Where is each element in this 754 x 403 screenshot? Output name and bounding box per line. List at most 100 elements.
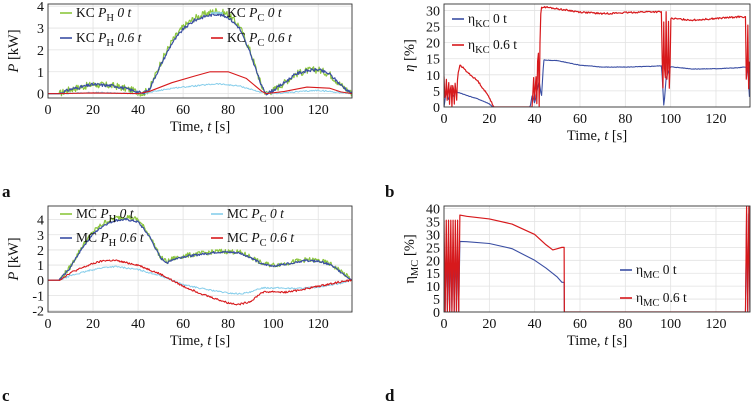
y-axis-label: η [%] [402, 39, 418, 72]
x-tick-label: 100 [660, 317, 681, 332]
legend-text: MC PC 0 t [227, 206, 285, 225]
axes-frame-b [443, 3, 751, 108]
legend-text: ηMC 0 t [636, 262, 677, 281]
y-tick-label: 0 [37, 274, 44, 289]
x-tick-label: 20 [86, 317, 100, 332]
x-tick-label: 100 [263, 103, 284, 118]
y-tick-label: 5 [433, 85, 440, 100]
y-tick-label: 1 [37, 259, 44, 274]
x-tick-label: 120 [706, 112, 727, 127]
legend-item-a-2: KC PH 0.6 t [60, 30, 143, 49]
x-tick-label: 120 [706, 317, 727, 332]
legend-text: KC PC 0.6 t [227, 30, 293, 49]
y-tick-label: 30 [426, 4, 440, 19]
y-tick-label: 15 [426, 267, 440, 282]
x-tick-label: 40 [131, 317, 145, 332]
y-axis-label: P [kW] [6, 237, 22, 281]
x-tick-label: 80 [618, 317, 632, 332]
chart-a: 0 20 40 60 80 100 120 0 1 2 3 4 Time, t [s] P [kW] KC … [6, 0, 353, 135]
x-tick-label: 60 [573, 112, 587, 127]
panel-label-c: c [2, 386, 10, 403]
y-tick-label: 10 [426, 69, 440, 84]
legend-text: MC PH 0 t [76, 206, 135, 225]
y-tick-label: 3 [37, 229, 44, 244]
legend-item-c-1: MC PC 0 t [211, 206, 285, 225]
legend-text: MC PC 0.6 t [227, 230, 295, 249]
y-tick-label: 10 [426, 280, 440, 295]
x-tick-label: 80 [618, 112, 632, 127]
y-tick-label: 0 [433, 306, 440, 321]
series-line-c-2 [48, 218, 352, 281]
y-tick-label: 25 [426, 241, 440, 256]
x-tick-label: 0 [45, 317, 52, 332]
x-tick-label: 0 [441, 317, 448, 332]
legend-item-d-0: ηMC 0 t [620, 262, 677, 281]
x-tick-label: 80 [221, 317, 235, 332]
legend-text: KC PH 0.6 t [76, 30, 143, 49]
x-tick-label: 40 [131, 103, 145, 118]
y-tick-label: 4 [37, 214, 44, 229]
x-tick-label: 40 [528, 317, 542, 332]
series-line-a-2 [48, 12, 352, 96]
x-tick-label: 80 [221, 103, 235, 118]
legend-text: ηMC 0.6 t [636, 290, 687, 309]
y-tick-label: 15 [426, 53, 440, 68]
y-tick-label: 4 [37, 0, 44, 15]
y-tick-label: 40 [426, 203, 440, 218]
legend-item-c-3: MC PC 0.6 t [211, 230, 295, 249]
y-tick-label: 2 [37, 244, 44, 259]
x-axis-label: Time, t [s] [567, 333, 627, 349]
legend-text: KC PC 0 t [227, 5, 283, 24]
y-tick-label: 0 [37, 88, 44, 103]
x-tick-label: 0 [441, 112, 448, 127]
legend-item-c-0: MC PH 0 t [60, 206, 135, 225]
y-tick-label: 2 [37, 44, 44, 59]
legend-item-c-2: MC PH 0.6 t [60, 230, 145, 249]
plot-area-d [444, 206, 750, 312]
x-tick-label: 40 [528, 112, 542, 127]
series-line-b-0 [444, 59, 750, 107]
y-tick-label: 35 [426, 216, 440, 231]
x-tick-label: 0 [45, 103, 52, 118]
y-tick-label: -2 [32, 304, 44, 319]
legend-text: ηKC 0 t [468, 11, 507, 30]
plot-area-a [48, 4, 352, 98]
legend-text: ηKC 0.6 t [468, 37, 517, 56]
x-tick-label: 20 [86, 103, 100, 118]
y-tick-label: 20 [426, 254, 440, 269]
plot-area-b [444, 4, 750, 107]
y-tick-label: 25 [426, 21, 440, 36]
axes-frame-c [47, 205, 353, 313]
legend-text: KC PH 0 t [76, 5, 132, 24]
y-tick-label: 1 [37, 66, 44, 81]
legend-item-d-1: ηMC 0.6 t [620, 290, 687, 309]
axes-frame-a [47, 3, 353, 99]
y-axis-label: P [kW] [6, 29, 22, 73]
x-tick-label: 100 [660, 112, 681, 127]
x-tick-label: 20 [482, 317, 496, 332]
x-tick-label: 120 [308, 103, 329, 118]
y-tick-label: 30 [426, 228, 440, 243]
legend-item-b-1: ηKC 0.6 t [452, 37, 517, 56]
panel-label-a: a [2, 182, 11, 201]
x-tick-label: 20 [482, 112, 496, 127]
legend-item-b-0: ηKC 0 t [452, 11, 507, 30]
x-axis-label: Time, t [s] [567, 128, 627, 144]
y-tick-label: -1 [32, 289, 44, 304]
x-tick-label: 120 [308, 317, 329, 332]
legend-text: MC PH 0.6 t [76, 230, 145, 249]
x-axis-label: Time, t [s] [170, 119, 230, 135]
series-line-c-1 [48, 265, 352, 295]
y-axis-label: ηMC [%] [402, 234, 421, 283]
y-tick-label: 20 [426, 37, 440, 52]
x-tick-label: 60 [176, 103, 190, 118]
series-line-a-3 [48, 71, 352, 95]
plot-area-c [48, 206, 352, 312]
series-line-b-1 [444, 5, 750, 107]
series-line-c-3 [48, 259, 352, 306]
series-line-a-1 [48, 82, 352, 95]
x-tick-label: 100 [263, 317, 284, 332]
